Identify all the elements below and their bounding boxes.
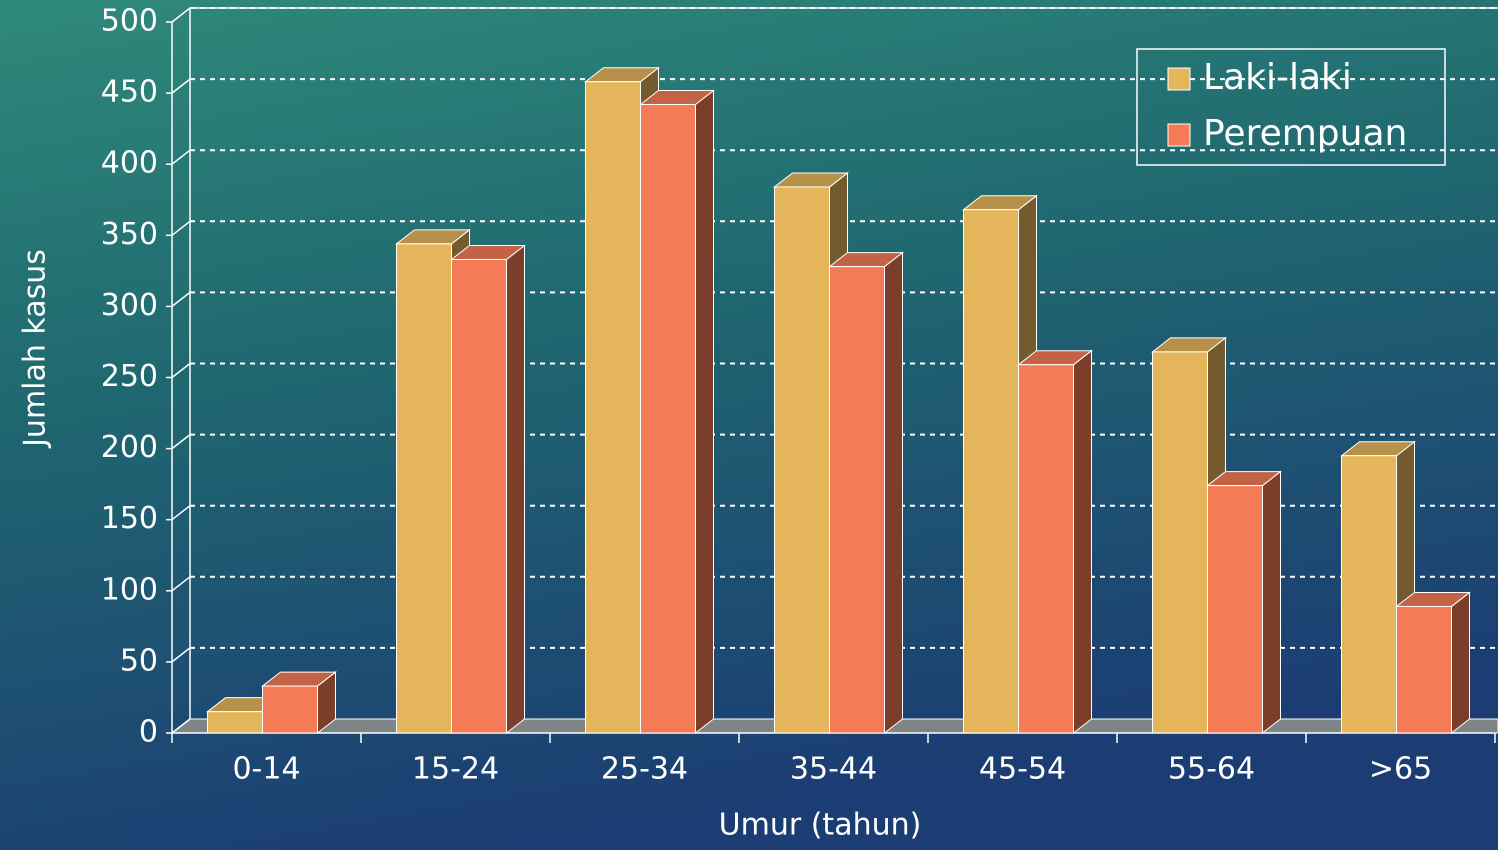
x-tick-label: 15-24 <box>412 752 499 787</box>
bar <box>640 103 696 734</box>
y-tick-label: 450 <box>101 75 158 110</box>
legend <box>1136 48 1446 166</box>
y-tick-depth <box>171 149 191 165</box>
y-tick-depth <box>171 7 191 23</box>
y-tick-depth <box>171 220 191 236</box>
y-tick-depth <box>171 647 191 663</box>
bar <box>963 209 1019 734</box>
x-tick-label: 35-44 <box>790 752 877 787</box>
bar <box>829 266 885 734</box>
y-tick-depth <box>171 505 191 521</box>
bar <box>1152 351 1208 734</box>
bar <box>1207 485 1263 734</box>
y-tick-depth <box>171 291 191 307</box>
y-tick-depth <box>171 78 191 94</box>
y-tick-depth <box>171 362 191 379</box>
x-tick-label: 45-54 <box>979 752 1066 787</box>
bar <box>774 186 830 734</box>
x-tick-label: >65 <box>1369 752 1432 787</box>
legend-swatch <box>1167 67 1191 91</box>
y-axis-label: Jumlah kasus <box>18 249 53 449</box>
y-tick-depth <box>171 434 191 450</box>
bar-side <box>884 251 903 735</box>
bar <box>1396 605 1452 734</box>
x-tick-label: 25-34 <box>601 752 688 787</box>
bar <box>585 81 641 734</box>
bar-side <box>1451 591 1470 735</box>
bar <box>1018 364 1074 734</box>
bar-side <box>506 244 525 735</box>
bar-side <box>1073 349 1092 735</box>
legend-label: Laki-laki <box>1203 57 1352 98</box>
y-tick-label: 250 <box>101 359 158 394</box>
bar-side <box>1262 470 1281 735</box>
y-tick-label: 150 <box>101 501 158 536</box>
y-tick-depth <box>171 576 191 592</box>
legend-swatch <box>1167 123 1191 147</box>
x-axis-label: Umur (tahun) <box>719 808 922 843</box>
y-tick-label: 400 <box>101 146 158 181</box>
y-tick-label: 100 <box>101 572 158 607</box>
bar-side <box>695 89 714 735</box>
y-tick-label: 300 <box>101 288 158 323</box>
y-tick-label: 500 <box>101 4 158 39</box>
x-tick-label: 0-14 <box>232 752 300 787</box>
bar <box>1341 455 1397 734</box>
y-tick-label: 350 <box>101 217 158 252</box>
bar <box>262 685 318 734</box>
y-tick-depth <box>171 718 191 734</box>
x-tick-label: 55-64 <box>1168 752 1255 787</box>
bar <box>451 258 507 734</box>
bar <box>396 243 452 734</box>
bar <box>207 711 263 734</box>
y-tick-label: 50 <box>120 643 158 678</box>
y-tick-label: 200 <box>101 430 158 465</box>
y-tick-label: 0 <box>139 715 158 750</box>
legend-label: Perempuan <box>1203 113 1407 154</box>
